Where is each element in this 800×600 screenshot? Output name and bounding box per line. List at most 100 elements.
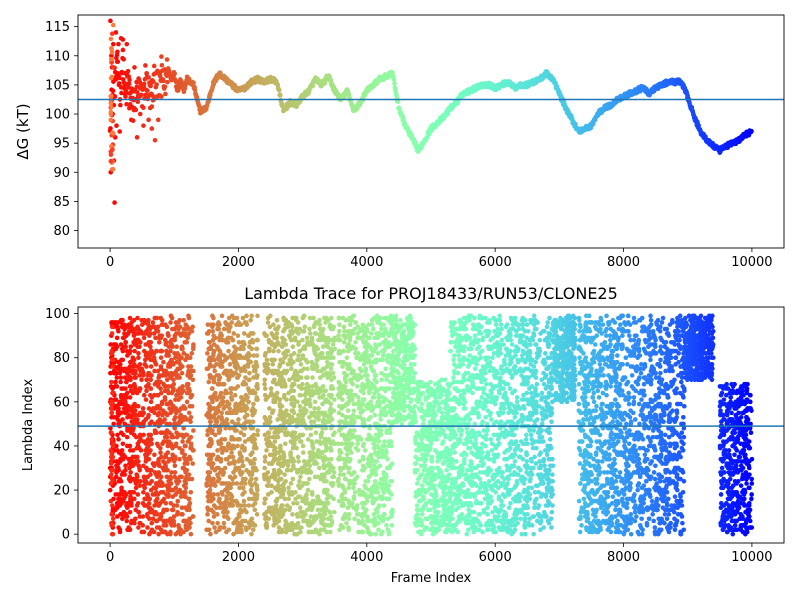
lambda-point (170, 326, 175, 332)
lambda-point (316, 337, 321, 343)
lambda-point (224, 494, 229, 499)
lambda-point (229, 494, 235, 499)
lambda-point (174, 503, 180, 508)
lambda-point (254, 492, 260, 497)
lambda-point (288, 432, 293, 438)
lambda-point (247, 370, 252, 376)
lambda-point (298, 474, 303, 480)
lambda-point (272, 439, 278, 444)
lambda-point (250, 527, 256, 533)
lambda-point (120, 516, 125, 522)
lambda-point (314, 500, 319, 506)
lambda-point (301, 419, 306, 424)
lambda-point (288, 388, 294, 394)
lambda-point (180, 448, 185, 453)
lambda-point (218, 364, 223, 369)
lambda-point (328, 366, 334, 372)
lambda-point (321, 412, 327, 418)
lambda-point (176, 355, 182, 361)
lambda-point (162, 388, 168, 394)
lambda-point (118, 375, 124, 380)
lambda-point (204, 452, 210, 458)
lambda-point (243, 392, 249, 398)
lambda-point (188, 395, 194, 400)
lambda-point (255, 313, 260, 319)
delta-g-point (123, 89, 129, 94)
delta-g-point (749, 128, 754, 134)
lambda-point (318, 518, 324, 524)
delta-g-outlier-point (112, 200, 117, 205)
lambda-point (290, 417, 296, 422)
lambda-point (134, 390, 140, 396)
delta-g-point (573, 122, 578, 127)
lambda-point (219, 445, 224, 451)
lambda-point (162, 523, 167, 528)
delta-g-point (139, 92, 144, 98)
lambda-point (162, 397, 168, 402)
lambda-point (331, 496, 336, 502)
lambda-point (288, 454, 294, 460)
lambda-point (135, 441, 141, 447)
lambda-point (141, 348, 147, 354)
lambda-point (237, 401, 243, 407)
lambda-point (191, 448, 196, 453)
lambda-point (243, 525, 249, 530)
lambda-point (327, 467, 332, 473)
delta-g-outlier-point (117, 129, 123, 134)
lambda-point (224, 514, 230, 519)
delta-g-point (159, 62, 165, 68)
lambda-point (299, 525, 304, 530)
lambda-point (186, 496, 192, 502)
lambda-point (329, 337, 334, 343)
delta-g-outlier-point (122, 82, 128, 88)
lambda-point (342, 461, 348, 466)
delta-g-point (172, 71, 177, 76)
lambda-point (382, 315, 387, 321)
lambda-point (305, 359, 310, 365)
lambda-point (235, 333, 241, 338)
lambda-point (276, 450, 281, 455)
lambda-point (174, 512, 180, 517)
lambda-point (254, 346, 260, 352)
delta-g-point (108, 36, 114, 42)
lambda-point (305, 437, 311, 442)
lambda-point (250, 496, 256, 502)
lambda-point (234, 315, 240, 321)
lambda-point (328, 481, 334, 486)
lambda-point (301, 450, 306, 455)
lambda-point (301, 313, 307, 319)
lambda-point (210, 322, 216, 327)
lambda-point (389, 523, 395, 528)
lambda-point (174, 434, 180, 440)
lambda-point (227, 503, 233, 508)
lambda-point (280, 417, 285, 422)
delta-g-point (126, 81, 132, 87)
lambda-point (321, 326, 326, 332)
lambda-point (278, 357, 283, 363)
lambda-point (277, 379, 282, 385)
lambda-point (162, 337, 168, 343)
lambda-point (262, 500, 267, 506)
lambda-point (286, 489, 292, 495)
lambda-point (119, 357, 124, 363)
lambda-point (218, 459, 224, 464)
lambda-point (165, 364, 171, 369)
lambda-point (187, 355, 193, 361)
lambda-point (123, 467, 128, 473)
delta-g-point (151, 79, 156, 84)
lambda-point (146, 432, 152, 438)
lambda-point (225, 483, 231, 488)
lambda-point (213, 390, 218, 396)
delta-g-outlier-point (116, 41, 121, 47)
lambda-point (309, 505, 314, 511)
lambda-point (148, 357, 153, 363)
lambda-point (277, 364, 282, 369)
lambda-point (133, 434, 139, 440)
delta-g-outlier-point (120, 47, 126, 53)
lambda-point (150, 492, 156, 497)
lambda-point (134, 419, 139, 424)
lambda-point (312, 351, 318, 356)
lambda-point (250, 406, 256, 411)
lambda-point (215, 448, 220, 453)
lambda-point (271, 348, 276, 354)
